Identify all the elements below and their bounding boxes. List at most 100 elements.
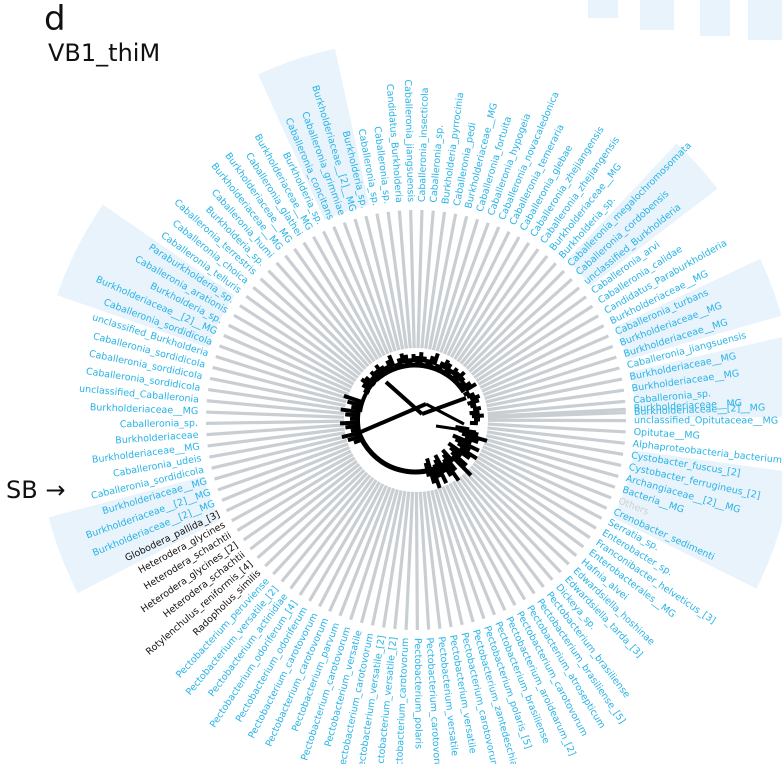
- tip-spoke: [397, 210, 412, 349]
- tree-branch: [458, 446, 478, 461]
- tip-spoke: [426, 490, 453, 628]
- neighbor-panel-fragment: [588, 0, 782, 40]
- tip-spoke: [483, 441, 616, 489]
- tip-spoke: [364, 215, 401, 351]
- tree-branch: [421, 396, 467, 416]
- tree-branch: [379, 365, 387, 373]
- tip-spoke: [487, 407, 626, 418]
- tree-branch: [461, 381, 472, 391]
- tip-spoke: [272, 471, 369, 576]
- tip-spoke: [252, 286, 362, 376]
- tree-branch: [369, 375, 377, 383]
- tree-branch: [450, 367, 459, 376]
- tip-spoke: [414, 491, 419, 631]
- tip-spoke: [482, 445, 612, 500]
- tip-spoke: [422, 491, 442, 629]
- tip-spoke: [332, 226, 390, 355]
- tip-spoke: [484, 437, 619, 478]
- tip-spoke: [464, 471, 562, 574]
- tip-spoke: [485, 434, 622, 468]
- tree-branch: [449, 446, 463, 458]
- tip-spoke: [393, 491, 411, 630]
- tree-branch: [385, 359, 394, 371]
- tip-spoke: [249, 462, 361, 551]
- tree-branch: [418, 352, 424, 365]
- tree-branch: [373, 369, 384, 380]
- tree-branch: [442, 458, 461, 482]
- tree-branch: [424, 358, 431, 368]
- tip-label: Opitutae__MG: [633, 427, 700, 442]
- tree-title: VB1_thiM: [48, 39, 161, 67]
- tip-spoke: [302, 241, 379, 360]
- tip-label: Pectobacterium_polaris: [412, 638, 424, 749]
- tip-spoke: [462, 262, 557, 368]
- tree-branch: [457, 380, 467, 389]
- tip-spoke: [308, 481, 381, 602]
- tree-branch: [432, 352, 440, 366]
- tree-branch: [363, 388, 371, 395]
- tip-spoke: [227, 323, 353, 389]
- tip-spoke: [207, 387, 345, 412]
- tree-branch: [441, 463, 453, 478]
- tip-label: Burkholderiaceae__[2]__MG: [634, 402, 766, 418]
- tree-branch: [364, 375, 377, 387]
- tip-spoke: [458, 476, 545, 588]
- tree-branch: [469, 409, 480, 416]
- tip-spoke: [409, 210, 416, 349]
- tip-spoke: [359, 489, 399, 624]
- tree-branch: [340, 407, 361, 415]
- tip-spoke: [293, 247, 376, 363]
- tree-branches: [339, 352, 488, 489]
- highlight-band: [566, 143, 718, 287]
- tip-spoke: [486, 377, 623, 408]
- tree-branch: [452, 433, 473, 446]
- tip-spoke: [207, 427, 345, 448]
- tip-spoke: [476, 455, 597, 530]
- tree-branch: [441, 359, 451, 370]
- tip-spoke: [480, 448, 608, 510]
- tree-branch: [343, 393, 364, 405]
- tree-branch: [432, 463, 442, 479]
- tip-spoke: [453, 241, 531, 361]
- tree-branch: [399, 353, 406, 364]
- tip-spoke: [470, 286, 581, 376]
- tip-spoke: [428, 213, 458, 350]
- tip-spokes: [206, 210, 627, 631]
- tip-spoke: [465, 269, 566, 371]
- tip-spoke: [431, 215, 469, 351]
- tip-spoke: [322, 230, 386, 357]
- tip-spoke: [437, 487, 486, 620]
- tip-spoke: [487, 422, 626, 434]
- highlight-band: [258, 48, 370, 220]
- tip-spoke: [209, 376, 346, 408]
- tip-spoke: [474, 459, 591, 540]
- tip-spoke: [477, 314, 600, 386]
- neighbor-band: [640, 0, 674, 30]
- tip-spoke: [467, 468, 570, 566]
- tree-branch: [355, 402, 427, 436]
- tip-spoke: [381, 490, 407, 628]
- tip-spoke: [230, 453, 354, 523]
- tree-branch: [472, 405, 482, 412]
- tip-spoke: [221, 446, 351, 502]
- highlight-band: [57, 204, 235, 348]
- tip-spoke: [445, 484, 507, 611]
- panel-letter: d: [44, 0, 66, 39]
- tip-spoke: [317, 483, 385, 608]
- tip-label: Burkholderiaceae__MG: [90, 402, 199, 417]
- tree-branch: [450, 450, 468, 467]
- tree-branch: [360, 377, 371, 387]
- tree-branch: [353, 437, 365, 445]
- tip-spoke: [212, 365, 347, 404]
- tip-spoke: [217, 442, 349, 492]
- tip-spoke: [206, 423, 345, 437]
- tree-branch: [350, 427, 362, 433]
- tree-branch: [437, 361, 445, 371]
- tip-spoke: [225, 449, 352, 513]
- tip-spoke: [214, 438, 348, 481]
- tip-spoke: [275, 261, 370, 368]
- tip-spoke: [206, 419, 345, 425]
- tree-branch: [374, 363, 385, 376]
- tip-spoke: [475, 304, 594, 383]
